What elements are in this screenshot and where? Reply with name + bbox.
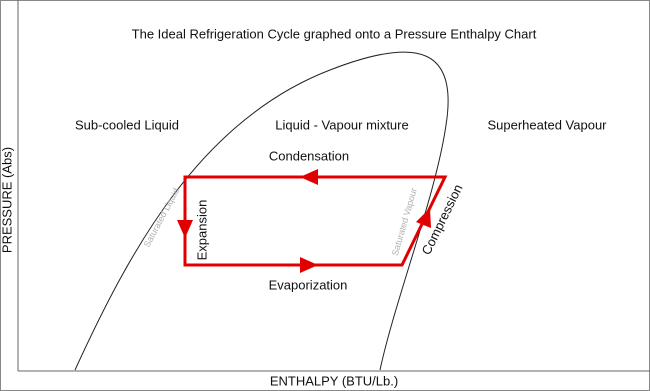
saturation-dome <box>74 51 449 371</box>
arrow-evaporization <box>300 257 318 273</box>
y-axis-label: PRESSURE (Abs) <box>0 147 14 253</box>
region-label: Superheated Vapour <box>487 117 607 132</box>
region-label: Sub-cooled Liquid <box>75 117 179 132</box>
arrow-condensation <box>300 169 318 185</box>
process-label: Expansion <box>194 200 209 261</box>
arrow-expansion <box>177 220 193 238</box>
arrows <box>177 169 431 273</box>
arrow-compression <box>416 208 431 228</box>
process-label: Condensation <box>269 148 349 163</box>
x-axis-label: ENTHALPY (BTU/Lb.) <box>270 373 398 388</box>
process-label: Evaporization <box>269 277 348 292</box>
region-label: Liquid - Vapour mixture <box>275 117 408 132</box>
title: The Ideal Refrigeration Cycle graphed on… <box>132 26 537 41</box>
